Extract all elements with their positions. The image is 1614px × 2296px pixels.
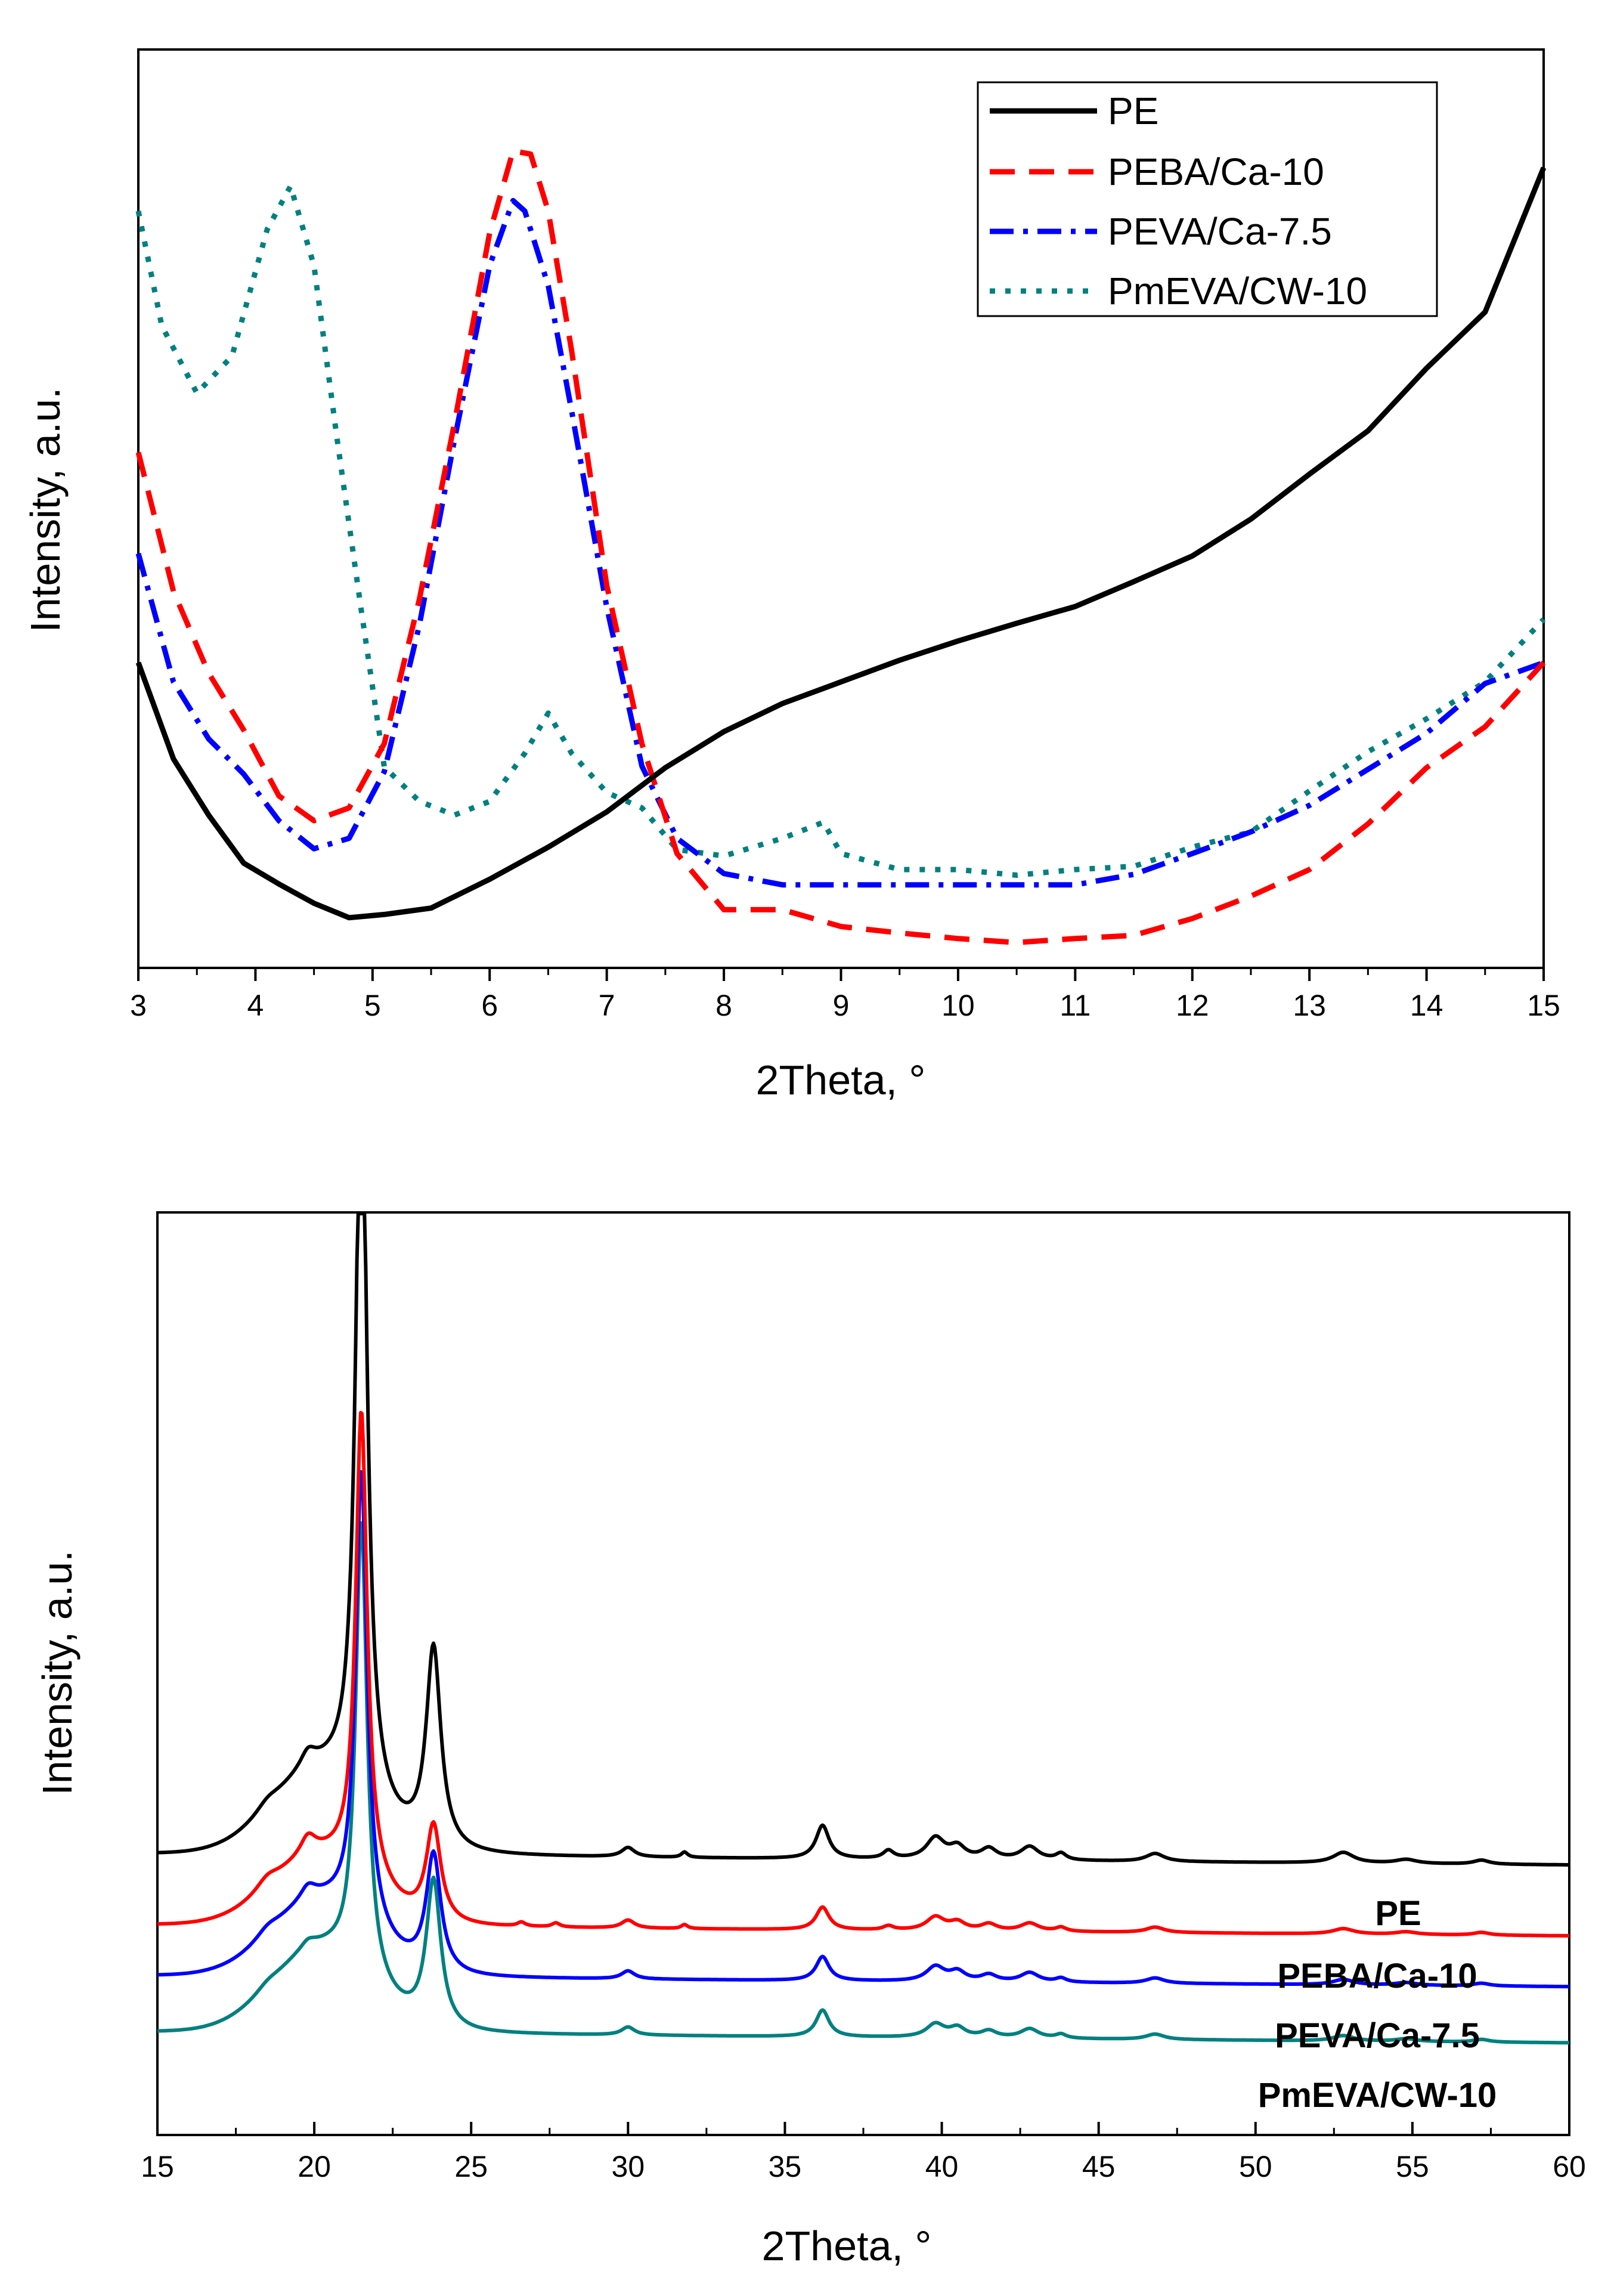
x-tick-label: 20: [298, 2150, 331, 2183]
x-tick-label: 10: [941, 989, 975, 1022]
x-tick-label: 7: [599, 989, 615, 1022]
x-tick-label: 6: [481, 989, 498, 1022]
x-tick-label: 30: [612, 2150, 645, 2183]
series-line-peva-ca-7-5: [157, 1470, 1570, 1989]
y-axis-title-top: Intensity, a.u.: [22, 387, 69, 632]
x-tick-labels-bottom: 15 20 25 30 35 40 45 50 55 60: [141, 2150, 1586, 2183]
series-line-pmeva-cw-10: [157, 1521, 1570, 2045]
y-axis-title-bottom: Intensity, a.u.: [34, 1550, 80, 1795]
x-tick-label: 60: [1553, 2150, 1586, 2183]
legend-box: [977, 81, 1438, 317]
x-tick-label: 4: [247, 989, 264, 1022]
x-tick-label: 15: [141, 2150, 174, 2183]
x-tick-label: 15: [1527, 989, 1560, 1022]
chart-bottom-wide-angle: 15 20 25 30 35 40 45 50 55 60 2Theta, ° Intensity…: [34, 1211, 1586, 2269]
series-line-pmeva-cw-10: [135, 183, 1546, 878]
x-tick-label: 3: [130, 989, 147, 1022]
series-label-pmeva: PmEVA/CW-10: [1258, 2076, 1497, 2115]
series-line-peba-ca-10: [157, 1410, 1570, 1938]
legend-label-pe: PE: [1108, 89, 1158, 132]
series-line-pe: [135, 166, 1547, 921]
series-line-peva-ca-7-5: [135, 197, 1545, 888]
x-tick-label: 55: [1396, 2150, 1429, 2183]
series-line-peba-ca-10: [135, 148, 1546, 945]
chart-top-low-angle: 3 4 5 6 7 8 9 10 11 12 13 14 15 2Theta, ° Intensity,…: [22, 48, 1560, 1103]
x-tick-label: 50: [1239, 2150, 1272, 2183]
legend-label-pmeva: PmEVA/CW-10: [1108, 270, 1367, 312]
x-tick-label: 13: [1293, 989, 1326, 1022]
series-label-pe: PE: [1375, 1894, 1421, 1933]
x-axis-title-bottom: 2Theta, °: [762, 2223, 932, 2269]
series-label-peva: PEVA/Ca-7.5: [1275, 2016, 1480, 2055]
series-line-pe: [157, 1212, 1570, 1867]
x-tick-label: 5: [364, 989, 381, 1022]
x-tick-label: 12: [1176, 989, 1209, 1022]
x-tick-label: 14: [1410, 989, 1443, 1022]
x-ticks-top: [137, 968, 1545, 981]
legend-top: PE PEBA/Ca-10 PEVA/Ca-7.5 PmEVA/CW-10: [977, 81, 1438, 317]
curves-bottom: [157, 1212, 1570, 2045]
x-axis-title-top: 2Theta, °: [756, 1057, 926, 1103]
x-tick-label: 8: [715, 989, 732, 1022]
series-label-peba: PEBA/Ca-10: [1277, 1957, 1477, 1995]
x-tick-labels-top: 3 4 5 6 7 8 9 10 11 12 13 14 15: [130, 989, 1560, 1022]
x-tick-label: 35: [769, 2150, 802, 2183]
legend-label-peva: PEVA/Ca-7.5: [1108, 210, 1332, 253]
x-ticks-bottom: [156, 2122, 1570, 2135]
curves-top: [135, 148, 1547, 945]
x-tick-label: 9: [833, 989, 850, 1022]
legend-label-peba: PEBA/Ca-10: [1108, 150, 1324, 193]
x-tick-label: 40: [925, 2150, 959, 2183]
x-tick-label: 45: [1082, 2150, 1116, 2183]
x-tick-label: 25: [454, 2150, 488, 2183]
x-tick-label: 11: [1060, 989, 1091, 1022]
